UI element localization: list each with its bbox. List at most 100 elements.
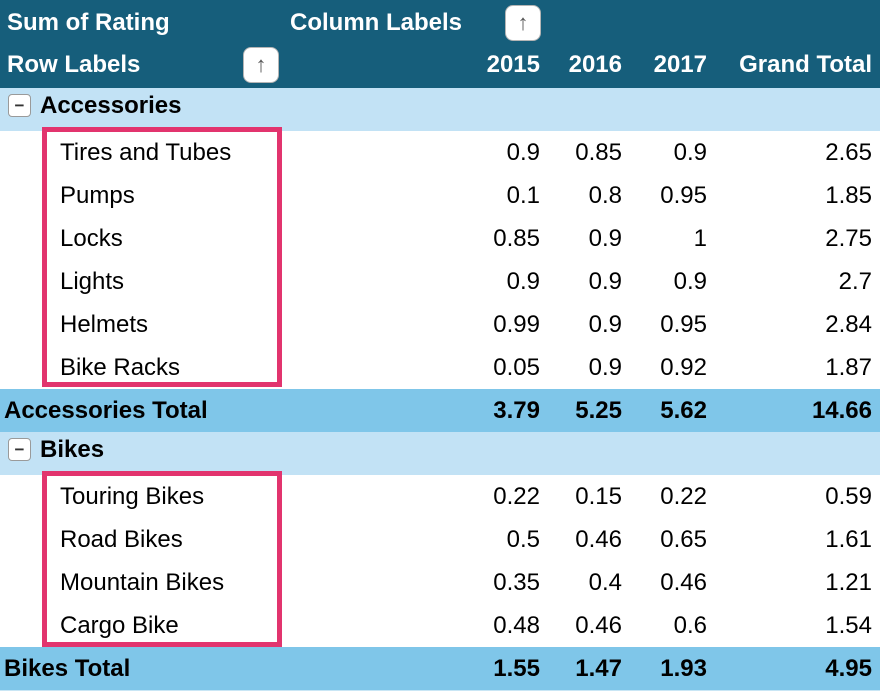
minus-icon: − [14,95,25,115]
value-cell[interactable] [715,432,880,475]
value-cell[interactable]: 0.15 [575,483,622,510]
value-cell[interactable]: 0.48 [493,612,540,639]
value-cell[interactable]: 4.95 [825,655,872,682]
value-cell[interactable]: 0.9 [673,268,707,295]
row-label-cell[interactable]: Helmets [0,303,458,346]
value-cell[interactable]: 1.47 [575,655,622,682]
value-cell[interactable]: 0.85 [575,139,622,166]
value-cell[interactable]: 0.35 [493,569,540,596]
value-cell[interactable]: 14.66 [811,397,872,424]
value-cell[interactable] [458,432,548,475]
value-cell[interactable]: 2.84 [825,311,872,338]
value-cell[interactable]: 1.61 [825,526,872,553]
value-cell[interactable]: 0.46 [575,526,622,553]
row-label-cell[interactable]: Touring Bikes [0,475,458,518]
table-row-bikes-total: Bikes Total 1.55 1.47 1.93 4.95 [0,647,880,690]
row-label-cell[interactable]: Cargo Bike [0,604,458,647]
row-label-cell[interactable]: Accessories Total [0,389,458,432]
collapse-button-accessories[interactable]: − [8,93,31,117]
value-cell[interactable]: 1.55 [493,655,540,682]
value-cell[interactable]: 0.9 [588,268,622,295]
value-cell[interactable]: 0.85 [493,225,540,252]
value-cell[interactable]: 2.75 [825,225,872,252]
column-labels-label[interactable]: Column Labels [290,9,463,36]
row-label-cell[interactable]: Mountain Bikes [0,561,458,604]
table-row-bike-racks: Bike Racks 0.05 0.9 0.92 1.87 [0,346,880,389]
value-cell[interactable]: 0.92 [660,354,707,381]
value-cell[interactable]: 0.22 [660,483,707,510]
collapse-button-bikes[interactable]: − [8,437,31,461]
row-label: Bikes Total [4,655,131,682]
value-cell[interactable]: 1.21 [825,569,872,596]
value-cell[interactable]: 0.9 [588,311,622,338]
row-label-cell[interactable]: Bikes Total [0,647,458,690]
row-label: Bikes [40,436,105,463]
value-cell[interactable]: 0.65 [660,526,707,553]
row-label-cell[interactable]: Locks [0,217,458,260]
value-cell[interactable] [548,432,630,475]
value-cell[interactable]: 0.95 [660,311,707,338]
value-cell[interactable]: 1 [693,225,707,252]
value-cell[interactable]: 1.93 [660,655,707,682]
value-cell[interactable]: 0.9 [588,225,622,252]
column-header-grand-total[interactable]: Grand Total [739,51,872,78]
value-cell[interactable]: 1.85 [825,182,872,209]
value-cell[interactable]: 0.99 [493,311,540,338]
value-cell[interactable]: 1.87 [825,354,872,381]
row-label: Accessories Total [4,397,208,424]
column-header-2016[interactable]: 2016 [568,51,622,78]
value-cell[interactable] [630,432,715,475]
value-cell[interactable]: 0.1 [506,182,540,209]
value-cell[interactable]: 0.9 [506,268,540,295]
row-label-cell[interactable]: Bike Racks [0,346,458,389]
row-labels-label[interactable]: Row Labels [7,51,141,78]
value-cell[interactable]: 0.22 [493,483,540,510]
table-row-group-accessories: − Accessories [0,88,880,131]
value-cell[interactable]: 3.79 [493,397,540,424]
value-cell[interactable]: 0.59 [825,483,872,510]
table-row-pumps: Pumps 0.1 0.8 0.95 1.85 [0,174,880,217]
values-field-label[interactable]: Sum of Rating [7,9,170,36]
row-label: Accessories [40,92,182,119]
value-cell[interactable]: 2.65 [825,139,872,166]
column-header-2017[interactable]: 2017 [653,51,707,78]
value-cell[interactable]: 2.7 [838,268,872,295]
row-label-cell[interactable]: Road Bikes [0,518,458,561]
value-cell[interactable]: 5.62 [660,397,707,424]
column-labels-sort-button[interactable]: ↑ [505,5,541,41]
value-cell[interactable]: 0.9 [506,139,540,166]
row-label: Bike Racks [60,354,181,381]
row-label-cell[interactable]: Tires and Tubes [0,131,458,174]
value-cell[interactable] [548,88,630,131]
value-cell[interactable]: 5.25 [575,397,622,424]
row-label-cell[interactable]: − Accessories [0,88,458,131]
row-label-cell[interactable]: Pumps [0,174,458,217]
row-label: Cargo Bike [60,612,179,639]
value-cell[interactable]: 0.9 [673,139,707,166]
value-cell[interactable]: 0.8 [588,182,622,209]
value-cell[interactable]: 0.4 [588,569,622,596]
value-cell[interactable]: 0.46 [660,569,707,596]
pivot-header-row-1: Sum of Rating Column Labels ↑ [0,0,880,45]
table-row-road-bikes: Road Bikes 0.5 0.46 0.65 1.61 [0,518,880,561]
column-header-2015[interactable]: 2015 [486,51,540,78]
value-cell[interactable] [458,88,548,131]
row-label: Tires and Tubes [60,139,232,166]
value-cell[interactable]: 0.6 [673,612,707,639]
table-row-lights: Lights 0.9 0.9 0.9 2.7 [0,260,880,303]
value-cell[interactable] [630,88,715,131]
sort-up-icon: ↑ [255,52,267,77]
row-label-cell[interactable]: Lights [0,260,458,303]
value-cell[interactable]: 0.05 [493,354,540,381]
pivot-header-row-2: Row Labels ↑ 2015 2016 2017 Grand Total [0,45,880,88]
value-cell[interactable]: 0.9 [588,354,622,381]
value-cell[interactable] [715,88,880,131]
value-cell[interactable]: 0.5 [506,526,540,553]
row-labels-sort-button[interactable]: ↑ [243,47,279,83]
value-cell[interactable]: 0.95 [660,182,707,209]
value-cell[interactable]: 1.54 [825,612,872,639]
row-label-cell[interactable]: − Bikes [0,432,458,475]
table-row-tires-and-tubes: Tires and Tubes 0.9 0.85 0.9 2.65 [0,131,880,174]
value-cell[interactable]: 0.46 [575,612,622,639]
